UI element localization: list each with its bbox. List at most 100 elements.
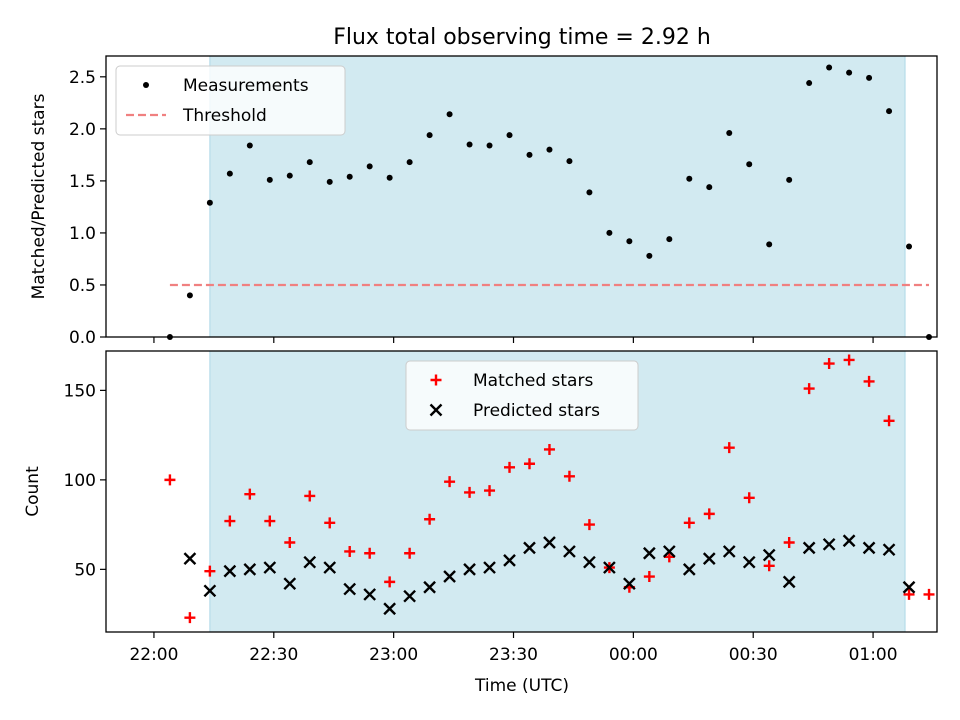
measurements-point [386,174,393,181]
x-tick-label: 22:30 [249,645,298,665]
measurements-point [846,69,853,76]
matched-stars-point [424,513,436,525]
matched-stars-point [484,485,496,497]
count-legend: Matched stars Predicted stars [405,360,639,431]
predicted-stars-point [682,563,696,576]
predicted-stars-point [762,548,776,562]
legend-marker [143,82,149,88]
predicted-stars-point [623,577,636,591]
y-tick-label: 2.5 [69,68,96,88]
legend-label: Threshold [182,106,267,126]
matched-stars-point [923,588,935,600]
matched-stars-point [903,588,915,600]
predicted-stars-point [742,555,756,569]
predicted-stars-point [203,584,217,598]
measurements-point [726,130,733,137]
measurements-point [466,141,473,148]
matched-stars-point [563,470,575,482]
count-panel-frame [105,350,938,633]
predicted-stars-point [503,554,516,567]
measurements-point [686,175,693,182]
measurements-point [266,176,273,183]
y-tick-label: 1.5 [69,172,96,192]
measurements-point [666,236,673,243]
matched-stars-point [164,474,176,486]
matched-stars-point [863,375,875,387]
predicted-stars-point [782,575,796,589]
legend-box [115,65,346,136]
y-tick-label: 2.0 [69,120,96,140]
ratio-panel: 0.0 0.5 1.0 1.5 2.0 2.5 Matched/Predicted sta… [29,55,938,348]
y-tick-label: 1.0 [69,224,96,244]
measurements-point [586,189,593,196]
y-tick-label: 50 [74,560,96,580]
matched-stars-point [344,545,356,557]
matched-stars-point [304,490,316,502]
matched-stars-point [464,486,476,498]
y-tick-label: 0.0 [69,328,96,348]
measurements-point [566,158,573,165]
matched-stars-point [444,476,456,488]
measurements-point [226,170,233,177]
measurements-point [406,159,413,166]
legend-label: Matched stars [473,371,593,391]
matched-stars-point [703,508,715,520]
matched-stars-point [504,461,516,473]
legend-marker [430,374,442,386]
predicted-stars-point [223,564,237,578]
predicted-stars-point [583,555,596,569]
predicted-stars-point [722,545,736,558]
count-y-axis-label: Count [23,466,43,517]
y-tick-label: 0.5 [69,276,96,296]
measurements-point [766,241,773,248]
predicted-stars-point [603,561,616,574]
matched-stars-point [543,443,555,455]
predicted-stars-point [463,563,476,576]
measurements-point [626,238,633,245]
legend-label: Measurements [183,76,309,96]
predicted-stars-point [802,541,816,555]
measurements-point [306,159,313,166]
predicted-stars-point [882,543,896,557]
matched-stars-point [583,519,595,531]
matched-stars-point [244,488,256,500]
x-tick-label: 22:00 [129,645,178,665]
predicted-stars-point [403,589,416,603]
measurements-point [546,146,553,153]
measurements-point [426,132,433,139]
predicted-stars-point [543,536,556,549]
measurements-point [526,151,533,158]
matched-stars-point [763,560,775,572]
measurements-point [746,161,753,168]
measurements-point [446,111,453,118]
ratio-legend: Measurements Threshold [115,65,346,136]
matched-stars-point [384,576,396,588]
measurements-point [646,252,653,259]
predicted-stars-point [183,552,197,565]
predicted-stars-point [702,552,716,565]
matched-stars-point [723,442,735,454]
count-panel: 50 100 150 22:00 22:30 23:00 23:30 00:00 00:30 0… [23,350,938,665]
matched-stars-point [364,547,376,559]
matched-stars-point [523,458,535,470]
measurements-point [326,178,333,185]
predicted-stars-point [842,534,856,548]
y-tick-label: 100 [64,471,96,491]
chart-title: Flux total observing time = 2.92 h [333,25,711,50]
measurements-point [286,172,293,179]
matched-stars-point [643,571,655,583]
measurements-point [506,132,513,139]
x-tick-label: 23:30 [489,645,538,665]
predicted-stars-point [263,561,277,574]
measurements-point [206,199,213,206]
predicted-stars-point [363,588,377,601]
measurements-point [826,64,833,71]
matched-stars-point [204,565,216,577]
y-tick-label: 150 [64,381,96,401]
measurements-point [786,176,793,183]
predicted-stars-point [822,537,836,551]
matched-stars-point [264,515,276,527]
predicted-stars-point [283,577,297,591]
measurements-point [866,74,873,81]
matched-stars-point [843,354,855,366]
